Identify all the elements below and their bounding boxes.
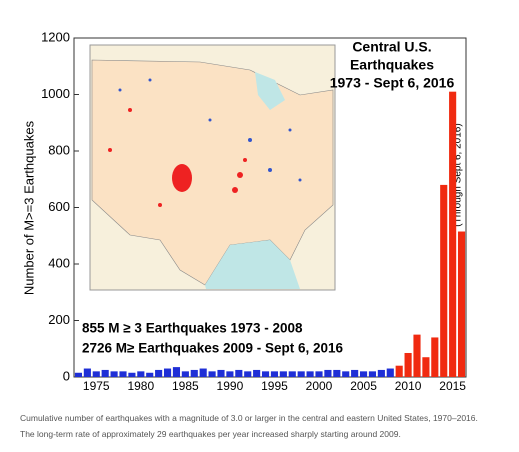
bar — [359, 371, 368, 377]
x-tick-label: 1995 — [261, 379, 288, 393]
bar — [315, 371, 323, 377]
caption: The long-term rate of approximately 29 e… — [20, 429, 401, 439]
y-tick-label: 800 — [48, 142, 70, 157]
bar — [119, 371, 127, 377]
bar — [351, 369, 359, 377]
bar — [324, 369, 332, 377]
x-tick-label: 2010 — [395, 379, 422, 393]
bar — [217, 369, 225, 377]
bar — [92, 371, 100, 377]
bar — [208, 371, 216, 377]
bar — [440, 184, 448, 377]
bar — [155, 369, 163, 377]
map-gulf — [205, 240, 300, 289]
bar — [261, 371, 270, 377]
annotation: (Through Sept 6, 2016) — [453, 123, 464, 226]
bar — [253, 369, 261, 377]
y-tick-label: 1200 — [41, 29, 70, 44]
map-blue-dots — [118, 78, 302, 182]
bar — [288, 371, 296, 377]
chart-title: Earthquakes — [350, 57, 434, 73]
bar — [279, 371, 287, 377]
y-tick-label: 200 — [48, 312, 70, 327]
bar — [457, 231, 466, 377]
chart-title: 1973 - Sept 6, 2016 — [330, 75, 455, 91]
y-axis-label: Number of M>=3 Earthquakes — [21, 120, 36, 295]
x-tick-label: 2015 — [439, 379, 466, 393]
bar — [422, 357, 430, 377]
chart-title: Central U.S. — [352, 39, 431, 55]
bar — [377, 369, 385, 377]
bar — [270, 371, 279, 377]
chart: Central U.S. Earthquakes 1973 - Sept 6, … — [21, 29, 467, 393]
bar — [342, 371, 350, 377]
bar — [431, 337, 439, 377]
map-inset — [89, 44, 336, 291]
bar — [386, 368, 394, 377]
bar — [226, 371, 234, 377]
x-tick-label: 2005 — [350, 379, 377, 393]
bar — [83, 368, 91, 377]
bar — [163, 368, 172, 377]
bar — [235, 369, 243, 377]
y-tick-label: 400 — [48, 255, 70, 270]
x-tick-label: 1975 — [83, 379, 110, 393]
bar — [306, 371, 314, 377]
bar — [190, 369, 198, 377]
bar — [368, 371, 377, 377]
y-tick-label: 600 — [48, 199, 70, 214]
bar — [395, 365, 403, 377]
bar — [449, 91, 457, 378]
annotation: 855 M ≥ 3 Earthquakes 1973 - 2008 — [82, 321, 303, 336]
x-tick-label: 2000 — [306, 379, 333, 393]
bar — [413, 334, 421, 377]
annotation: 2726 M≥ Earthquakes 2009 - Sept 6, 2016 — [82, 341, 344, 356]
bar — [74, 372, 83, 377]
bar — [146, 372, 154, 377]
bar — [404, 352, 412, 377]
y-tick-label: 0 — [63, 368, 70, 383]
bar — [181, 371, 189, 377]
bar — [110, 371, 118, 377]
x-tick-label: 1985 — [172, 379, 199, 393]
bar — [297, 371, 305, 377]
bar — [137, 371, 145, 377]
map-red-dots — [108, 108, 247, 207]
map-lakes — [255, 72, 285, 110]
caption: Cumulative number of earthquakes with a … — [20, 413, 478, 423]
x-tick-label: 1980 — [127, 379, 154, 393]
bar — [199, 368, 207, 377]
bar — [172, 367, 181, 377]
bar — [101, 369, 109, 377]
bar — [333, 369, 341, 377]
bar — [128, 372, 136, 377]
y-tick-label: 1000 — [41, 86, 70, 101]
x-tick-label: 1990 — [217, 379, 244, 393]
bar — [244, 371, 252, 377]
